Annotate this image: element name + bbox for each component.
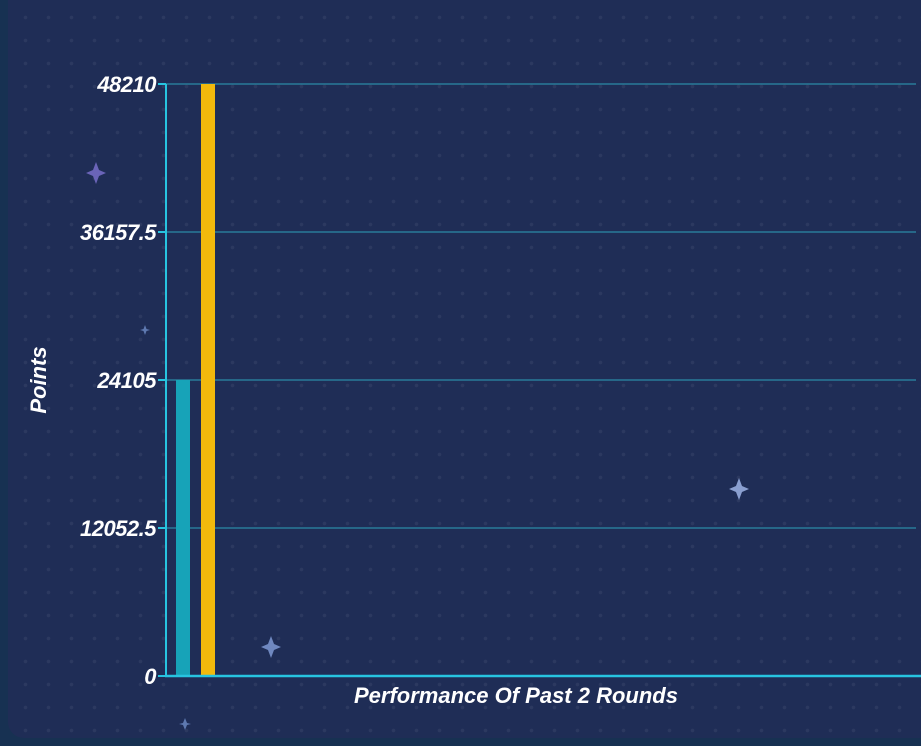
gridlines: [166, 83, 916, 529]
y-axis-title: Points: [26, 346, 51, 413]
sparkle-icon: [86, 162, 106, 184]
sparkle-icon: [179, 718, 191, 730]
bar-round-1[interactable]: [176, 380, 190, 676]
y-tick-label: 24105: [96, 368, 157, 393]
bars: [176, 84, 215, 676]
sparkle-icon: [729, 478, 749, 500]
y-tick-labels: 0 12052.5 24105 36157.5 48210: [80, 72, 166, 689]
y-tick-label: 36157.5: [80, 220, 157, 245]
bar-round-2[interactable]: [201, 84, 215, 676]
sparkle-icon: [261, 636, 281, 658]
chart-panel: [8, 0, 921, 738]
x-axis-title: Performance Of Past 2 Rounds: [354, 683, 678, 708]
sparkle-icon: [140, 325, 150, 335]
y-tick-label: 12052.5: [80, 516, 157, 541]
y-tick-label: 48210: [96, 72, 157, 97]
y-tick-label: 0: [144, 664, 157, 689]
